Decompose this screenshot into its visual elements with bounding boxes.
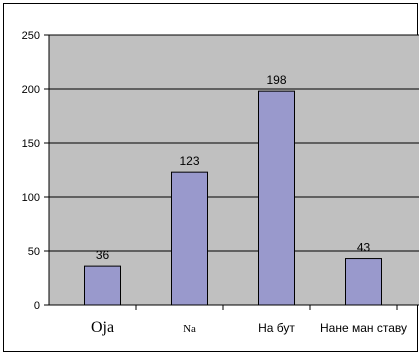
y-tick-label: 250 bbox=[22, 30, 40, 42]
data-label: 123 bbox=[179, 154, 199, 168]
x-category-label: На бут bbox=[258, 321, 295, 335]
data-label: 43 bbox=[357, 241, 371, 255]
chart-frame: 0 50 100 150 200 250 36 Oja 123 Na 198 На бут 43 Нане… bbox=[3, 3, 419, 352]
bar bbox=[258, 90, 295, 306]
data-label: 198 bbox=[266, 73, 286, 87]
bar bbox=[345, 258, 382, 306]
x-category-label: Na bbox=[183, 323, 196, 335]
bar bbox=[84, 265, 121, 306]
y-tick-label: 0 bbox=[34, 300, 40, 312]
data-label: 36 bbox=[96, 248, 110, 262]
y-tick-label: 200 bbox=[22, 84, 40, 96]
y-tick-label: 150 bbox=[22, 138, 40, 150]
y-tick-label: 100 bbox=[22, 192, 40, 204]
y-tick-label: 50 bbox=[28, 246, 40, 258]
x-category-label: Нане ман ставу bbox=[320, 321, 407, 335]
x-category-label: Oja bbox=[91, 319, 114, 336]
bar bbox=[171, 171, 208, 306]
bar-chart: 0 50 100 150 200 250 36 Oja 123 Na 198 На бут 43 Нане… bbox=[22, 30, 419, 336]
